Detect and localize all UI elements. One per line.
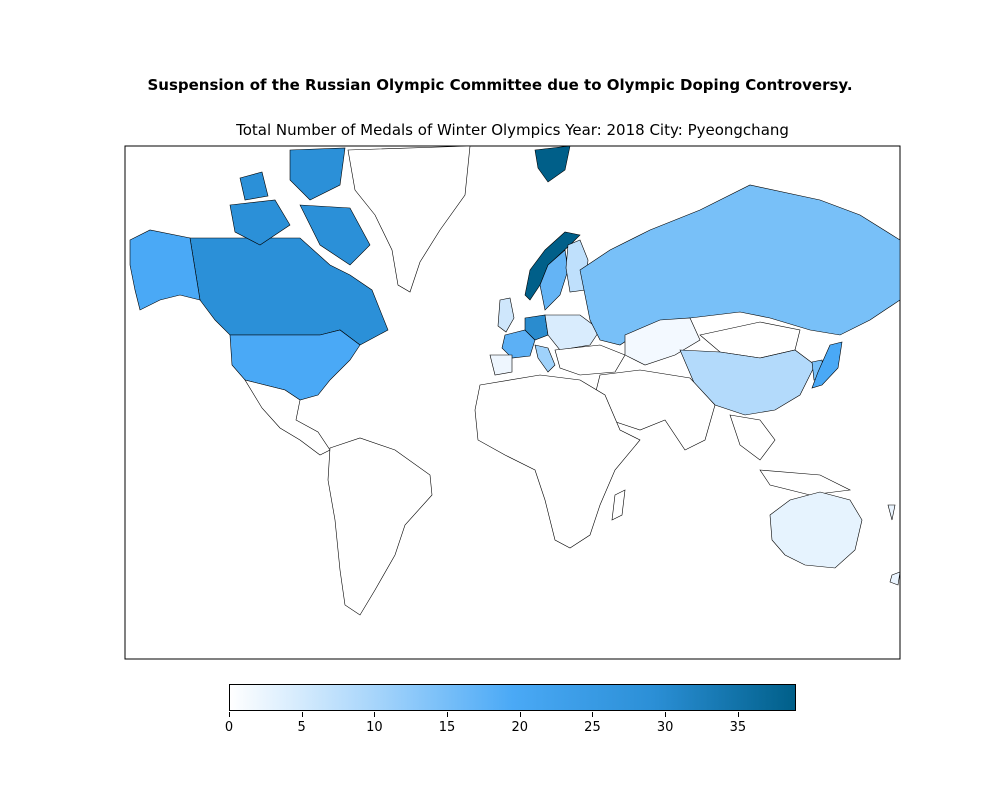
country-germany (524, 314, 549, 341)
country-norway (524, 231, 581, 301)
country-japan (811, 341, 843, 389)
colorbar-tick (519, 712, 521, 717)
madagascar (611, 489, 626, 521)
region-southeast-asia (729, 414, 852, 496)
country-greenland (347, 145, 471, 293)
colorbar-tick (447, 712, 449, 717)
colorbar-tick-label: 15 (438, 720, 456, 735)
map-title: Total Number of Medals of Winter Olympic… (236, 121, 789, 139)
country-kazakhstan (624, 317, 701, 366)
colorbar-tick (229, 712, 230, 717)
region-alaska (129, 229, 201, 311)
country-new-zealand (887, 504, 901, 586)
colorbar-tick (301, 712, 303, 717)
colorbar-tick-label: 25 (584, 720, 601, 735)
country-spain (489, 354, 513, 376)
land-masses (129, 145, 901, 616)
continent-africa (474, 374, 641, 549)
colorbar-tick-label: 10 (366, 720, 383, 735)
country-italy (534, 344, 556, 373)
region-central-europe (544, 314, 601, 351)
colorbar-tick-label: 20 (511, 720, 529, 735)
colorbar-tick (592, 712, 594, 717)
canada-arctic-islands (229, 147, 371, 266)
colorbar-tick-label: 30 (656, 720, 674, 735)
colorbar-tick (374, 712, 376, 717)
country-great-britain (497, 297, 515, 333)
colorbar-tick-label: 5 (297, 720, 306, 735)
colorbar-tick-label: 0 (224, 720, 234, 735)
norway-svalbard (534, 145, 571, 183)
country-australia (769, 491, 863, 569)
colorbar-tick-label: 35 (729, 720, 747, 735)
region-balkans-turkey (554, 344, 626, 376)
continent-south-america (327, 437, 433, 616)
country-mexico (244, 379, 331, 456)
colorbar-tick (737, 712, 739, 717)
colorbar-tick (665, 712, 667, 717)
colorbar (229, 684, 796, 711)
figure-suptitle: Suspension of the Russian Olympic Commit… (147, 76, 853, 94)
